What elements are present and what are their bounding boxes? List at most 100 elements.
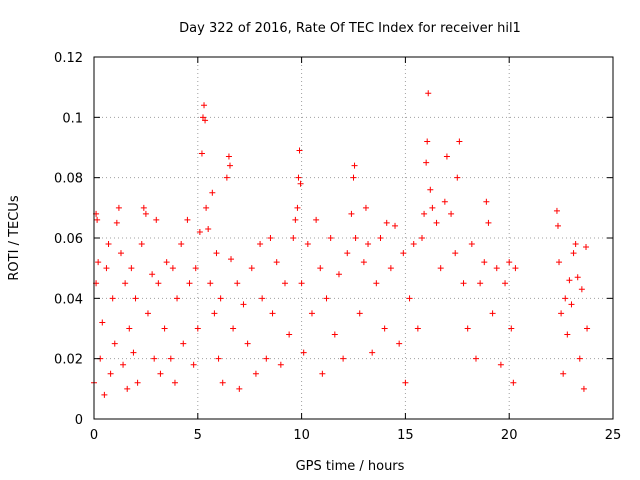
- data-point: [464, 325, 471, 332]
- data-point: [248, 265, 255, 272]
- data-point: [350, 174, 357, 181]
- data-point: [419, 235, 426, 241]
- data-point: [286, 331, 293, 338]
- data-point: [273, 259, 280, 266]
- x-tick-label: 15: [397, 428, 414, 443]
- data-point: [178, 241, 185, 248]
- data-point: [319, 370, 326, 377]
- data-point: [483, 198, 490, 205]
- data-point: [209, 189, 216, 196]
- data-point: [196, 228, 203, 235]
- data-point: [186, 280, 193, 287]
- data-point: [553, 207, 560, 214]
- y-tick-label: 0.1: [62, 111, 83, 126]
- data-point: [448, 210, 455, 217]
- data-point: [223, 174, 230, 181]
- data-point: [356, 310, 363, 317]
- data-point: [468, 241, 475, 248]
- data-point: [429, 204, 436, 211]
- data-point: [377, 235, 384, 241]
- data-point: [236, 385, 243, 392]
- y-tick-label: 0.02: [54, 353, 83, 368]
- y-tick-labels: 0 0.02 0.04 0.06 0.08 0.1 0.12: [54, 51, 83, 428]
- data-point: [99, 319, 106, 326]
- data-point: [308, 310, 315, 317]
- data-point: [230, 325, 237, 332]
- data-point: [454, 174, 461, 181]
- data-point: [578, 286, 585, 293]
- data-point: [295, 174, 302, 181]
- data-point: [362, 204, 369, 211]
- data-point: [348, 210, 355, 217]
- data-point: [304, 241, 311, 248]
- data-point: [383, 219, 390, 226]
- data-point: [576, 355, 583, 362]
- data-point: [211, 310, 218, 317]
- data-point: [331, 331, 338, 338]
- data-point: [564, 331, 571, 338]
- data-point: [583, 244, 590, 251]
- tick-marks: [93, 56, 614, 420]
- data-point: [433, 219, 440, 226]
- data-point: [424, 138, 431, 145]
- data-point: [414, 325, 421, 332]
- data-point: [477, 280, 484, 287]
- y-tick-label: 0.12: [54, 51, 83, 66]
- data-point: [360, 259, 367, 266]
- y-tick-label: 0.06: [54, 232, 83, 247]
- data-point: [153, 216, 160, 223]
- x-tick-label: 5: [194, 428, 202, 443]
- data-point: [292, 216, 299, 223]
- data-point: [244, 340, 251, 347]
- data-point: [298, 280, 305, 287]
- data-point: [151, 355, 158, 362]
- data-point: [512, 265, 519, 272]
- data-point: [313, 216, 320, 223]
- data-point: [452, 250, 459, 257]
- data-point: [217, 295, 224, 302]
- data-point: [105, 241, 112, 248]
- data-point: [205, 225, 212, 232]
- data-point: [402, 379, 409, 386]
- data-point: [120, 361, 127, 368]
- data-point: [297, 180, 304, 187]
- data-point: [580, 385, 587, 392]
- data-point: [300, 349, 307, 356]
- data-point: [290, 235, 297, 241]
- data-point: [263, 355, 270, 362]
- data-point: [441, 198, 448, 205]
- data-point: [560, 370, 567, 377]
- data-point: [155, 280, 162, 287]
- data-point: [228, 256, 235, 263]
- data-point: [267, 235, 274, 241]
- data-point: [219, 379, 226, 386]
- x-axis-label: GPS time / hours: [296, 459, 405, 474]
- data-point: [194, 325, 201, 332]
- data-point: [203, 204, 210, 211]
- data-point: [202, 117, 209, 124]
- data-point: [584, 325, 591, 332]
- data-point: [109, 295, 116, 302]
- data-point: [169, 265, 176, 272]
- data-point: [184, 216, 191, 223]
- data-point: [497, 361, 504, 368]
- data-points: [91, 90, 591, 398]
- grid-lines: [94, 57, 613, 419]
- data-point: [157, 370, 164, 377]
- data-point: [126, 325, 133, 332]
- data-point: [489, 310, 496, 317]
- data-point: [443, 153, 450, 160]
- data-point: [149, 271, 156, 278]
- data-point: [506, 259, 513, 266]
- data-point: [340, 355, 347, 362]
- data-point: [396, 340, 403, 347]
- data-point: [163, 259, 170, 266]
- data-point: [213, 250, 220, 257]
- data-point: [352, 235, 359, 241]
- data-point: [140, 204, 147, 211]
- data-point: [240, 301, 247, 308]
- data-point: [437, 265, 444, 272]
- data-point: [115, 204, 122, 211]
- data-point: [485, 219, 492, 226]
- data-point: [225, 153, 232, 160]
